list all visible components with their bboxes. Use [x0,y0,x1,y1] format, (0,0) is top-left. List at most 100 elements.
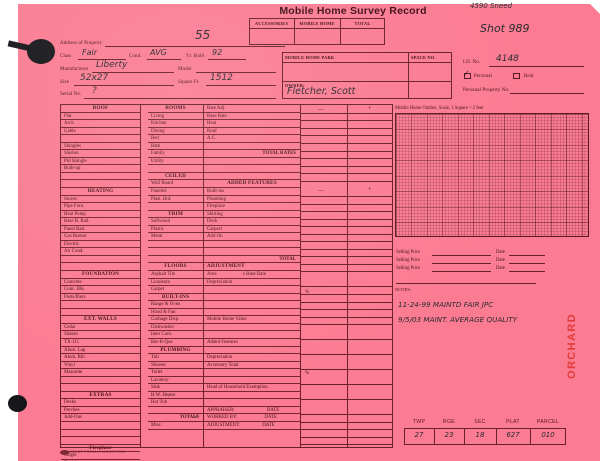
id-no-value[interactable]: 4148 [496,54,519,64]
rooms-item-kitchen[interactable]: ✓Kitchen [148,120,203,128]
address-value[interactable]: 55 [195,28,211,42]
value-table-cell-accessories[interactable] [251,31,292,43]
mobile-home-value-row[interactable]: Mobile Home Value [204,316,300,324]
af-row-plumbing[interactable]: Plumbing [204,196,300,204]
rates-row-roof[interactable]: Roof [204,128,300,136]
personal-property-value[interactable] [512,85,582,93]
af-row-add-on[interactable]: Add On [204,233,300,241]
rates-row-ac[interactable]: A.C. [204,135,300,143]
trim-item-softwood[interactable]: Softwood [148,218,203,226]
plumbing-item-toilet[interactable]: 2Toilet [148,369,203,377]
ceiled-item-wall-board[interactable]: Wall Board [148,180,203,189]
extras-item-decks[interactable]: Decks [61,399,140,407]
selling-price-value-1[interactable] [434,246,489,254]
heating-item-electric[interactable]: ✓Electric [61,241,140,249]
head-of-household-row[interactable]: Head of Household Exemption [204,384,300,392]
ext-walls-item-shakes[interactable]: Shakes [61,331,140,339]
plumbing-item-lavatory[interactable]: 2Lavatory [148,377,203,385]
roof-item-gable[interactable]: ✓Gable [61,128,140,136]
heating-item-panel-rad[interactable]: Panel Rad. [61,226,140,234]
plumbing-item-tub[interactable]: Tub [148,354,203,362]
af-row-fireplace[interactable]: Fireplace [204,203,300,211]
personal-checkbox[interactable] [464,73,471,79]
adjustment-depreciation-row[interactable]: Depreciation [204,279,300,287]
built-ins-item-hood-fan[interactable]: Hood & Fan [148,309,203,317]
worked-by-row[interactable]: WORKED BY: DATE [204,414,300,422]
ext-walls-item-cedar[interactable]: Cedar [61,324,140,332]
added-features-value-row[interactable]: Added Features [204,339,300,347]
roof-item-flat[interactable]: Flat [61,113,140,121]
accessory-total-row[interactable]: Accessory Total [204,362,300,370]
heating-item-air-cond[interactable]: Air Cond. [61,248,140,256]
real-checkbox[interactable] [513,73,520,79]
heating-item-heat-pump[interactable]: Heat Pump [61,211,140,219]
date-value-1[interactable] [511,246,543,254]
heating-item-pipe-furn[interactable]: Pipe Furn. [61,203,140,211]
fireplace-item-single[interactable]: Single [61,452,140,460]
ext-walls-item-alum-lap[interactable]: Alum. Lap [61,347,140,355]
ext-walls-item-alum-rib[interactable]: Alum. Rib [61,354,140,362]
heating-item-stoves[interactable]: Stoves [61,196,140,204]
class-value[interactable]: Fair [82,48,98,57]
rooms-item-bed[interactable]: 3Bed [148,135,203,143]
foundation-item-conc-blk[interactable]: Conc. Blk. [61,286,140,294]
rooms-item-living[interactable]: ✓Living [148,113,203,121]
built-ins-item-dishwasher[interactable]: Dishwasher [148,324,203,332]
parcel-value-sec[interactable]: 18 [475,431,485,439]
notes-line-1[interactable]: 11-24-99 MAINTD FAIR JPC [398,300,494,309]
serial-value[interactable]: ? [92,86,97,96]
trim-item-plastic[interactable]: Plastic [148,226,203,234]
plumbing-item-hw-heater[interactable]: 1H.W. Heater [148,392,203,400]
ext-walls-item-tx111[interactable]: TX-111 [61,339,140,347]
foundation-item-posts-piers[interactable]: Posts/Piers [61,294,140,302]
ceiled-item-plast-brd[interactable]: Plast. Brd. [148,196,203,204]
heating-item-base-b-rad[interactable]: Base B. Rad. [61,218,140,226]
rates-row-heat[interactable]: Heat [204,120,300,128]
rooms-item-utility[interactable]: Utility [148,158,203,166]
roof-item-ptd-shingle[interactable]: ✓Ptd Shingle [61,158,140,166]
cond-value[interactable]: AVG [150,48,167,57]
plumbing-item-shower[interactable]: 2Shower [148,362,203,370]
ext-walls-item-masonite[interactable]: ✓Masonite [61,369,140,377]
yr-built-value[interactable]: 92 [212,48,223,57]
totals-item-misc[interactable]: Misc. [148,422,203,430]
space-value[interactable] [411,65,449,95]
selling-price-value-2[interactable] [434,254,489,262]
manufacturer-value[interactable]: Liberty [96,60,128,70]
appraiser-row[interactable]: APPRAISER: DATE [204,407,300,415]
notes-line-2[interactable]: 9/5/03 MAINT. AVERAGE QUALITY [398,315,518,324]
plumbing-item-sink[interactable]: 1Sink [148,384,203,392]
rates-row-base-rate[interactable]: Base Rate [204,113,300,121]
adjustment-area-row[interactable]: Area x Base Rate [204,271,300,279]
ceiled-item-paneled[interactable]: Paneled [148,188,203,196]
outline-graph-paper[interactable] [395,113,589,237]
value-table-cell-total[interactable] [342,31,383,43]
selling-price-value-3[interactable] [434,262,489,270]
heating-item-gas-burner[interactable]: Gas Burner [61,233,140,241]
built-ins-item-range-oven[interactable]: Range & Oven [148,301,203,309]
built-ins-item-bar-b-que[interactable]: Bar-B-Que [148,339,203,347]
date-value-2[interactable] [511,254,543,262]
floors-item-asphalt-tile[interactable]: Asphalt Tile [148,271,203,279]
roof-item-shingles[interactable]: Shingles [61,143,140,151]
extras-item-addons[interactable]: Add-Ons [61,414,140,422]
rates-row-rate-adj[interactable]: Rate Adj. [204,105,300,113]
ext-walls-item-vinyl[interactable]: Vinyl [61,362,140,370]
floors-item-linoleum[interactable]: Linoleum [148,279,203,287]
square-ft-value[interactable]: 1512 [210,73,233,83]
trim-item-metal[interactable]: Metal [148,233,203,241]
built-ins-item-garbage-disp[interactable]: Garbage Disp. [148,316,203,324]
rooms-item-dining[interactable]: ✓Dining [148,128,203,136]
parcel-value-plat[interactable]: 627 [506,431,520,439]
af-row-skirting[interactable]: Skirting [204,211,300,219]
date-value-3[interactable] [511,262,543,270]
af-row-carport[interactable]: Carport [204,226,300,234]
size-value[interactable]: 52x27 [80,73,109,83]
extras-item-porches[interactable]: Porches [61,407,140,415]
rooms-item-family[interactable]: Family [148,150,203,158]
rooms-item-bath[interactable]: 2Bath [148,143,203,151]
built-ins-item-inter-com[interactable]: Inter Com. [148,331,203,339]
plumbing-item-hot-tub[interactable]: Hot Tub [148,399,203,407]
roof-item-arch[interactable]: Arch [61,120,140,128]
foundation-item-concrete[interactable]: Concrete [61,279,140,287]
